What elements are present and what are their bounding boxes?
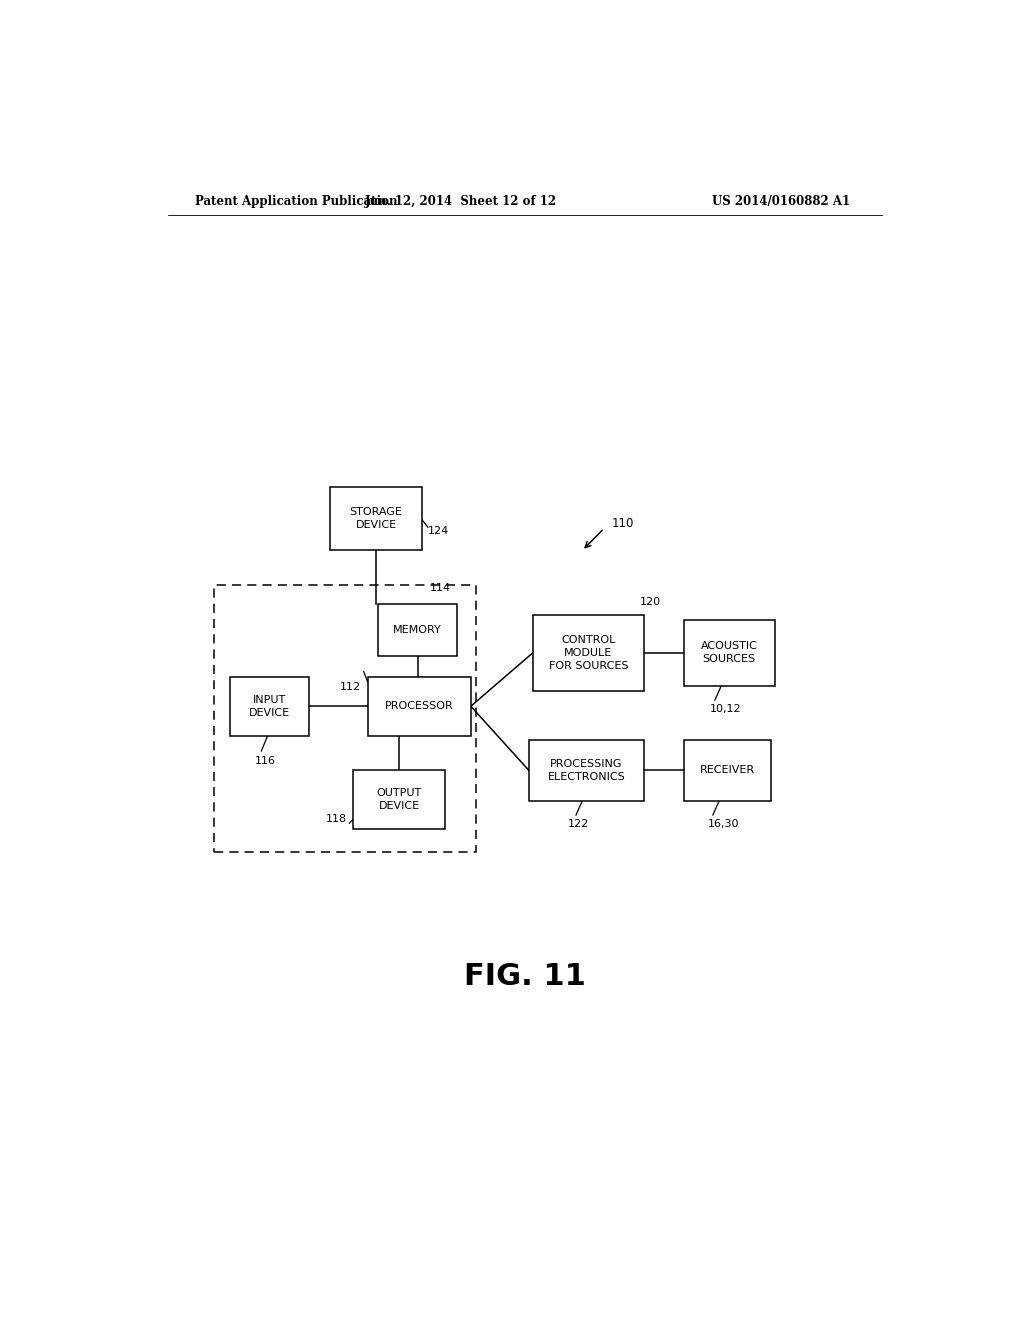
Text: MEMORY: MEMORY xyxy=(393,624,442,635)
Text: 10,12: 10,12 xyxy=(710,704,741,714)
Text: RECEIVER: RECEIVER xyxy=(699,766,755,775)
Text: 118: 118 xyxy=(326,814,347,824)
Bar xyxy=(331,487,422,549)
Text: 120: 120 xyxy=(640,597,662,607)
Text: Jun. 12, 2014  Sheet 12 of 12: Jun. 12, 2014 Sheet 12 of 12 xyxy=(366,194,557,207)
Bar xyxy=(214,585,475,851)
Text: 114: 114 xyxy=(430,583,451,594)
Bar xyxy=(368,677,471,735)
Text: INPUT
DEVICE: INPUT DEVICE xyxy=(249,694,290,718)
Text: PROCESSOR: PROCESSOR xyxy=(385,701,454,711)
Bar xyxy=(684,620,775,686)
Bar xyxy=(532,615,644,690)
Text: ACOUSTIC
SOURCES: ACOUSTIC SOURCES xyxy=(700,642,758,664)
Text: OUTPUT
DEVICE: OUTPUT DEVICE xyxy=(377,788,422,812)
Text: CONTROL
MODULE
FOR SOURCES: CONTROL MODULE FOR SOURCES xyxy=(549,635,628,671)
Bar xyxy=(353,771,444,829)
Bar xyxy=(378,603,458,656)
Text: Patent Application Publication: Patent Application Publication xyxy=(196,194,398,207)
Text: 124: 124 xyxy=(428,527,450,536)
Text: FIG. 11: FIG. 11 xyxy=(464,962,586,991)
Text: 110: 110 xyxy=(612,517,635,529)
Bar xyxy=(229,677,309,735)
Bar xyxy=(528,739,644,801)
Text: 16,30: 16,30 xyxy=(708,818,739,829)
Text: US 2014/0160882 A1: US 2014/0160882 A1 xyxy=(712,194,850,207)
Text: 122: 122 xyxy=(567,818,589,829)
Text: PROCESSING
ELECTRONICS: PROCESSING ELECTRONICS xyxy=(548,759,626,781)
Text: 112: 112 xyxy=(340,682,361,692)
Text: 116: 116 xyxy=(255,756,275,766)
Bar xyxy=(684,739,771,801)
Text: STORAGE
DEVICE: STORAGE DEVICE xyxy=(349,507,402,529)
